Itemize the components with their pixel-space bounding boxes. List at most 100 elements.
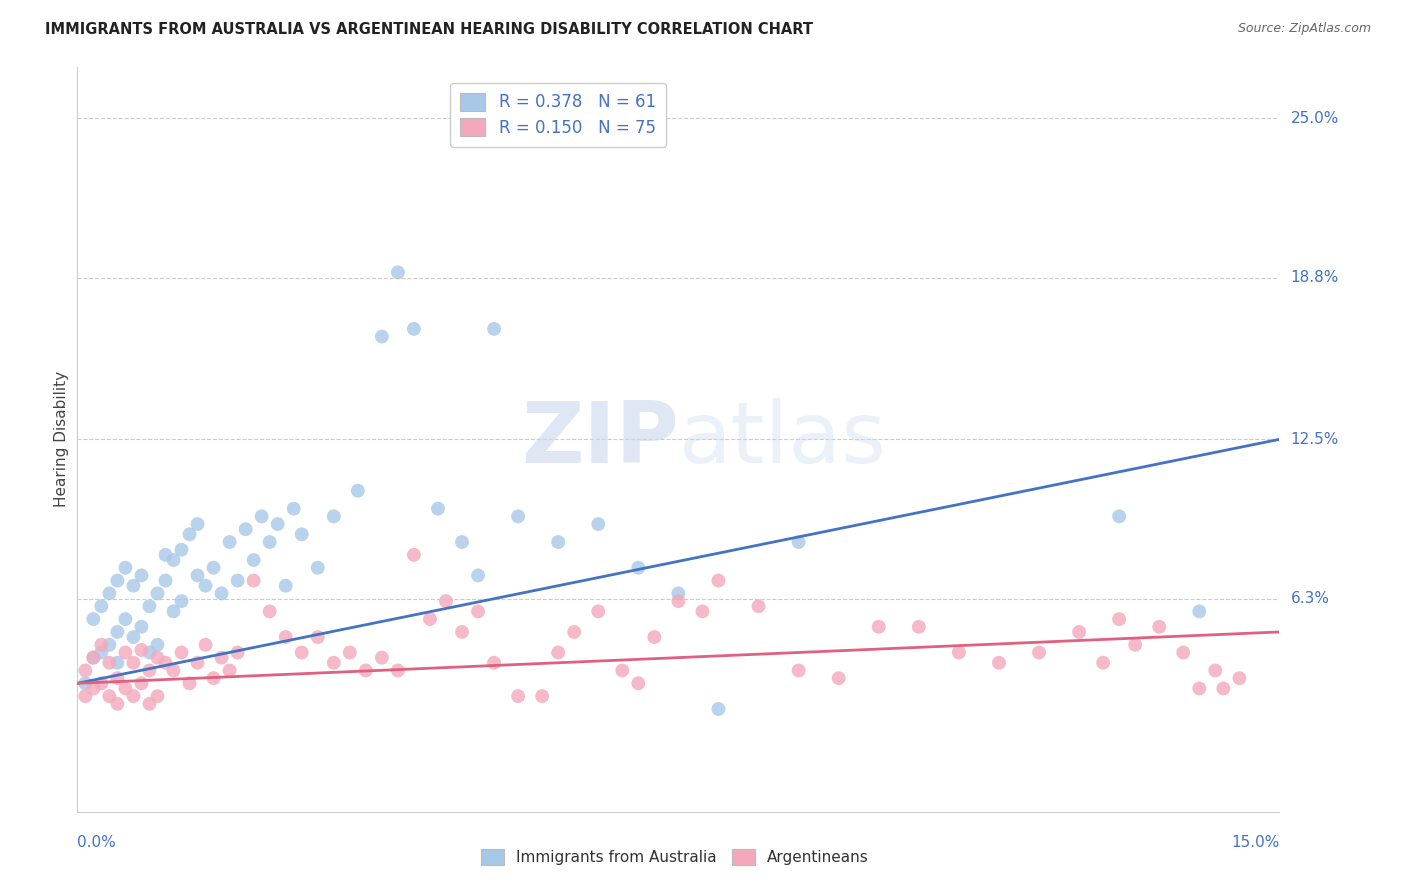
Text: atlas: atlas bbox=[679, 398, 886, 481]
Point bbox=[211, 586, 233, 600]
Point bbox=[307, 560, 329, 574]
Point bbox=[1212, 681, 1234, 696]
Point bbox=[787, 535, 810, 549]
Point bbox=[434, 594, 457, 608]
Point bbox=[162, 664, 184, 678]
Point bbox=[242, 574, 264, 588]
Point bbox=[283, 501, 305, 516]
Point bbox=[186, 517, 209, 532]
Point bbox=[122, 630, 145, 644]
Point bbox=[307, 630, 329, 644]
Point bbox=[218, 664, 240, 678]
Point bbox=[155, 548, 177, 562]
Point bbox=[170, 645, 193, 659]
Point bbox=[114, 645, 136, 659]
Point bbox=[1108, 509, 1130, 524]
Point bbox=[531, 689, 554, 703]
Point bbox=[508, 689, 530, 703]
Point bbox=[75, 676, 97, 690]
Point bbox=[371, 650, 394, 665]
Point bbox=[419, 612, 441, 626]
Point bbox=[627, 676, 650, 690]
Point bbox=[179, 676, 201, 690]
Point bbox=[482, 322, 505, 336]
Point bbox=[122, 579, 145, 593]
Point bbox=[226, 574, 249, 588]
Point bbox=[402, 548, 425, 562]
Point bbox=[1188, 681, 1211, 696]
Point bbox=[107, 697, 129, 711]
Point bbox=[482, 656, 505, 670]
Point bbox=[787, 664, 810, 678]
Point bbox=[122, 656, 145, 670]
Point bbox=[588, 604, 610, 618]
Point bbox=[146, 650, 169, 665]
Point bbox=[242, 553, 264, 567]
Point bbox=[259, 604, 281, 618]
Point bbox=[138, 599, 160, 614]
Text: ZIP: ZIP bbox=[520, 398, 679, 481]
Point bbox=[90, 638, 112, 652]
Point bbox=[988, 656, 1011, 670]
Point bbox=[508, 509, 530, 524]
Point bbox=[218, 535, 240, 549]
Y-axis label: Hearing Disability: Hearing Disability bbox=[53, 371, 69, 508]
Point bbox=[547, 645, 569, 659]
Text: 12.5%: 12.5% bbox=[1291, 432, 1339, 447]
Point bbox=[668, 586, 690, 600]
Text: Source: ZipAtlas.com: Source: ZipAtlas.com bbox=[1237, 22, 1371, 36]
Point bbox=[186, 568, 209, 582]
Point bbox=[748, 599, 770, 614]
Point bbox=[467, 568, 489, 582]
Point bbox=[170, 542, 193, 557]
Point bbox=[250, 509, 273, 524]
Point bbox=[114, 560, 136, 574]
Point bbox=[588, 517, 610, 532]
Point bbox=[402, 322, 425, 336]
Point bbox=[114, 612, 136, 626]
Point bbox=[908, 620, 931, 634]
Point bbox=[146, 638, 169, 652]
Point bbox=[643, 630, 665, 644]
Point bbox=[107, 624, 129, 639]
Point bbox=[211, 650, 233, 665]
Point bbox=[387, 664, 409, 678]
Point bbox=[138, 645, 160, 659]
Point bbox=[75, 664, 97, 678]
Point bbox=[291, 527, 314, 541]
Point bbox=[354, 664, 377, 678]
Text: 25.0%: 25.0% bbox=[1291, 111, 1339, 126]
Point bbox=[1149, 620, 1171, 634]
Point bbox=[122, 689, 145, 703]
Point bbox=[259, 535, 281, 549]
Point bbox=[948, 645, 970, 659]
Point bbox=[98, 656, 121, 670]
Point bbox=[692, 604, 714, 618]
Point bbox=[322, 656, 344, 670]
Point bbox=[82, 612, 104, 626]
Point bbox=[322, 509, 344, 524]
Point bbox=[107, 656, 129, 670]
Point bbox=[627, 560, 650, 574]
Legend: Immigrants from Australia, Argentineans: Immigrants from Australia, Argentineans bbox=[475, 843, 875, 871]
Point bbox=[131, 643, 153, 657]
Point bbox=[98, 586, 121, 600]
Point bbox=[162, 553, 184, 567]
Text: IMMIGRANTS FROM AUSTRALIA VS ARGENTINEAN HEARING DISABILITY CORRELATION CHART: IMMIGRANTS FROM AUSTRALIA VS ARGENTINEAN… bbox=[45, 22, 813, 37]
Point bbox=[82, 681, 104, 696]
Point bbox=[202, 560, 225, 574]
Point bbox=[90, 645, 112, 659]
Text: 15.0%: 15.0% bbox=[1232, 836, 1279, 850]
Point bbox=[467, 604, 489, 618]
Text: 0.0%: 0.0% bbox=[77, 836, 117, 850]
Point bbox=[138, 697, 160, 711]
Point bbox=[1108, 612, 1130, 626]
Point bbox=[339, 645, 361, 659]
Point bbox=[371, 329, 394, 343]
Point bbox=[562, 624, 585, 639]
Point bbox=[107, 574, 129, 588]
Point bbox=[131, 620, 153, 634]
Point bbox=[186, 656, 209, 670]
Text: 6.3%: 6.3% bbox=[1291, 591, 1330, 606]
Point bbox=[170, 594, 193, 608]
